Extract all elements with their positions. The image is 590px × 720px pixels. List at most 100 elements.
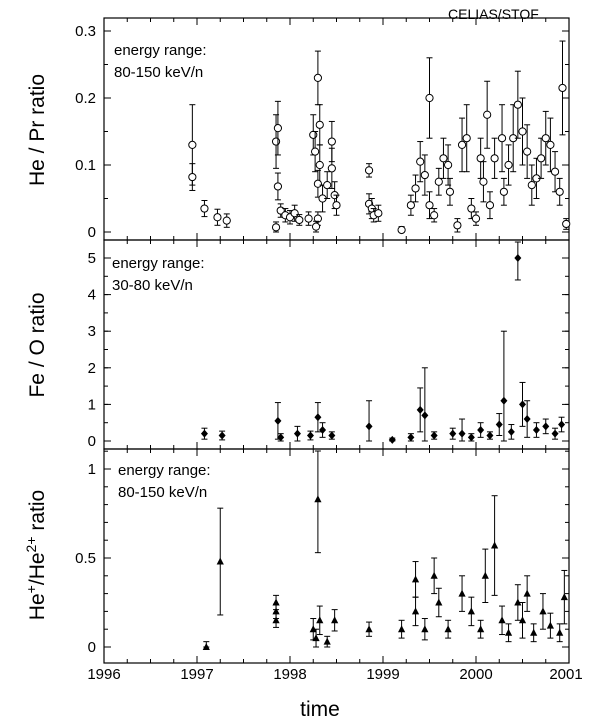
data-point — [277, 433, 285, 442]
data-point — [467, 607, 475, 615]
y-tick-label: 1 — [88, 461, 96, 478]
data-point — [467, 204, 476, 213]
data-point — [388, 435, 396, 444]
y-tick-label: 4 — [88, 287, 96, 304]
data-point — [539, 607, 547, 615]
data-point — [523, 589, 531, 597]
data-point — [435, 598, 443, 606]
data-point — [311, 222, 321, 231]
data-point — [272, 607, 280, 615]
data-point — [439, 154, 448, 163]
data-point — [476, 154, 485, 163]
annotation-line: energy range: — [118, 462, 211, 479]
x-tick-label: 2001 — [549, 666, 582, 683]
data-point — [425, 93, 434, 103]
data-point — [551, 429, 559, 438]
data-point — [562, 219, 571, 229]
y-tick-label: 0.1 — [75, 157, 96, 174]
data-point — [271, 223, 281, 232]
y-tick-label: 1 — [88, 396, 96, 413]
data-point — [542, 422, 550, 431]
data-point — [514, 254, 522, 262]
annotation-line: 80-150 keV/n — [114, 64, 203, 81]
data-point — [416, 405, 424, 414]
data-point — [313, 179, 322, 188]
data-point — [519, 400, 526, 409]
data-point — [273, 124, 283, 133]
data-point — [444, 625, 452, 633]
data-point — [411, 607, 420, 615]
y-axis-title-he-ratio: He+/He2+ ratio — [23, 490, 49, 620]
data-point — [188, 172, 197, 182]
y-axis-title-fe-o: Fe / O ratio — [26, 292, 49, 397]
data-point — [546, 621, 554, 629]
data-point — [200, 204, 209, 213]
data-point — [425, 201, 434, 210]
data-point — [216, 557, 224, 565]
annotation-line: 80-150 keV/n — [118, 484, 207, 501]
data-point — [332, 201, 341, 210]
y-tick-label: 0.2 — [75, 90, 96, 107]
data-point — [546, 140, 555, 149]
data-point — [406, 201, 415, 210]
data-point — [518, 127, 527, 136]
data-point — [449, 429, 457, 438]
x-tick-label: 1999 — [366, 666, 399, 683]
data-point — [499, 187, 508, 196]
data-point — [471, 214, 481, 223]
data-point — [532, 426, 540, 435]
y-tick-label: 0.3 — [75, 23, 96, 40]
data-point — [486, 431, 494, 440]
data-point — [434, 177, 443, 186]
data-point — [315, 160, 324, 170]
data-point — [504, 160, 513, 170]
data-point — [398, 625, 406, 633]
data-point — [407, 433, 415, 442]
data-point — [331, 616, 339, 624]
y-tick-label: 0 — [88, 433, 96, 450]
y-tick-label: 0 — [88, 639, 96, 656]
data-point — [467, 433, 475, 442]
data-point — [273, 182, 283, 191]
data-point — [490, 154, 499, 163]
data-point — [200, 429, 208, 438]
data-point — [323, 637, 331, 645]
data-point — [477, 625, 485, 633]
data-point — [213, 213, 222, 222]
x-tick-label: 1998 — [273, 666, 306, 683]
data-point — [453, 221, 462, 230]
data-point — [274, 416, 282, 425]
data-point — [316, 616, 324, 624]
data-point — [458, 589, 466, 597]
data-point — [314, 413, 322, 422]
data-point — [444, 160, 453, 170]
data-point — [295, 215, 304, 225]
x-tick-label: 1997 — [180, 666, 213, 683]
data-point — [527, 181, 536, 190]
data-point — [500, 396, 508, 405]
data-point — [306, 431, 314, 440]
data-point — [558, 83, 567, 93]
data-point — [523, 147, 532, 156]
data-point — [495, 420, 503, 429]
data-point — [272, 616, 280, 624]
data-point — [271, 137, 281, 146]
data-point — [462, 134, 471, 143]
data-point — [445, 187, 455, 196]
data-point — [420, 170, 429, 180]
data-point — [202, 643, 210, 650]
data-point — [365, 422, 373, 431]
data-point — [498, 616, 506, 624]
data-point — [530, 628, 538, 636]
data-point — [365, 625, 373, 633]
data-point — [507, 427, 515, 436]
data-point — [491, 541, 499, 549]
data-point — [304, 214, 313, 223]
y-tick-label: 0.5 — [75, 550, 96, 567]
data-point — [327, 164, 336, 173]
data-point — [323, 181, 332, 190]
data-point — [556, 628, 564, 636]
data-point — [541, 134, 550, 143]
data-point — [479, 177, 488, 186]
data-point — [374, 209, 383, 218]
